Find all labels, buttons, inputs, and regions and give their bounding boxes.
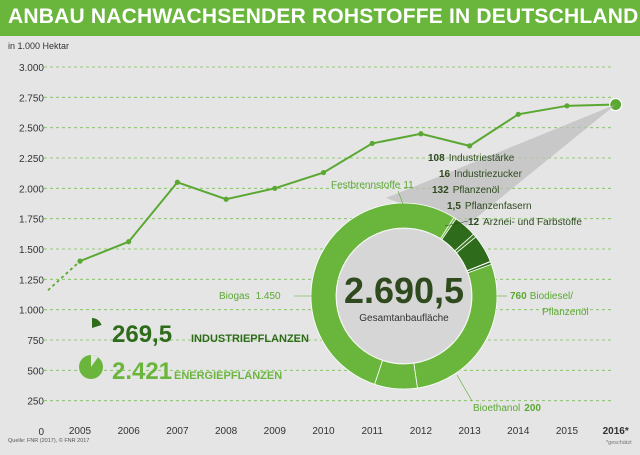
source-note: Quelle: FNR (2017), © FNR 2017 <box>8 438 90 444</box>
donut-slice <box>466 261 492 274</box>
donut-label-name: Biodiesel/ <box>530 291 574 302</box>
y-tick-label: 1.250 <box>19 275 44 286</box>
line-point <box>126 239 132 245</box>
donut-label-value: 108 <box>428 153 445 164</box>
x-tick-label: 2006 <box>118 426 141 437</box>
footnote: *geschätzt <box>606 440 632 446</box>
x-tick-label: 2015 <box>556 426 579 437</box>
chart-title: ANBAU NACHWACHSENDER ROHSTOFFE IN DEUTSC… <box>8 5 639 28</box>
y-tick-label: 3.000 <box>19 63 44 74</box>
y-tick-label: 2.500 <box>19 124 44 135</box>
line-point <box>272 185 278 191</box>
x-tick-label: 2009 <box>264 426 287 437</box>
donut-label: 1,5 Pflanzenfasern <box>447 201 532 212</box>
donut-hole <box>337 229 471 363</box>
x-tick-label: 2010 <box>312 426 335 437</box>
x-tick-label: 2012 <box>410 426 433 437</box>
leader-line <box>397 190 404 205</box>
y-axis-unit-label: in 1.000 Hektar <box>8 41 70 51</box>
donut-label-value: 1.450 <box>256 291 281 302</box>
y-tick-label: 2.750 <box>19 93 44 104</box>
donut-label-name: Industriestärke <box>449 153 515 164</box>
industry-value: 269,5 <box>112 321 172 348</box>
x-tick-label: 2008 <box>215 426 238 437</box>
donut-label-value: 200 <box>524 403 541 414</box>
breakdown-fan-shape <box>386 104 616 226</box>
donut-label-name: Arznei- und Farbstoffe <box>483 217 582 228</box>
y-tick-label: 1.500 <box>19 245 44 256</box>
donut-label-value: 132 <box>432 185 449 196</box>
line-point <box>467 143 473 149</box>
line-extension <box>47 260 81 291</box>
x-tick-label: 2007 <box>166 426 189 437</box>
donut-label: Biogas 1.450 <box>219 291 281 302</box>
donut-label-value: 12 <box>468 217 480 228</box>
donut-label: Festbrennstoffe 11 <box>331 180 414 191</box>
x-tick-label: 2014 <box>507 426 530 437</box>
x-tick-label: 2016* <box>603 426 629 437</box>
y-tick-label: 500 <box>27 366 44 377</box>
donut-label: 16 Industriezucker <box>439 169 523 180</box>
x-tick-label: 2005 <box>69 426 92 437</box>
line-point <box>515 111 521 117</box>
grid-lines <box>44 66 612 402</box>
line-point <box>320 169 327 176</box>
energy-value: 2.421 <box>112 358 172 385</box>
x-tick-labels: 2005 2006 2007 2008 2009 2010 2011 2012 2013 2014… <box>69 426 629 437</box>
y-tick-label: 750 <box>27 336 44 347</box>
y-tick-labels: 0 250 500 750 1.000 1.250 1.500 1.750 2.000 2.250… <box>19 63 44 438</box>
donut-slice <box>310 202 455 385</box>
donut-label-name: Biogas <box>219 291 250 302</box>
y-tick-label: 2.000 <box>19 184 44 195</box>
leader-line <box>444 220 469 227</box>
energy-pie-icon <box>79 355 103 379</box>
donut-label-value: 1,5 <box>447 201 461 212</box>
breakdown-fan <box>386 104 616 226</box>
y-tick-label: 250 <box>27 397 44 408</box>
y-tick-label: 0 <box>38 427 44 438</box>
donut-label-name: Pflanzenöl <box>453 185 500 196</box>
donut-label-name: Festbrennstoffe <box>331 180 401 191</box>
line-series <box>47 97 623 291</box>
summary-legend: 269,5 INDUSTRIEPFLANZEN 2.421 ENERGIEPFL… <box>79 318 309 385</box>
line-point <box>564 103 570 109</box>
donut-total-label: Gesamtanbaufläche <box>359 313 449 324</box>
line-point <box>174 179 180 185</box>
donut-label: 108 Industriestärke <box>428 153 515 164</box>
energy-label: ENERGIEPFLANZEN <box>174 370 282 382</box>
donut-label: Bioethanol 200 <box>473 403 541 414</box>
donut-center: 2.690,5 Gesamtanbaufläche <box>344 270 464 324</box>
line-point <box>223 196 229 202</box>
donut-label-value: 16 <box>439 169 451 180</box>
donut-label-name: Bioethanol <box>473 403 520 414</box>
line-point <box>369 140 375 147</box>
donut-label-name: Pflanzenfasern <box>465 201 532 212</box>
donut-label: 760 Biodiesel/ <box>510 291 573 302</box>
line-point <box>77 258 83 264</box>
leader-line <box>456 374 473 402</box>
donut-chart <box>310 202 498 390</box>
donut-label: 12 Arznei- und Farbstoffe <box>468 217 582 228</box>
donut-label-value: 760 <box>510 291 527 302</box>
donut-label: 132 Pflanzenöl <box>432 185 499 196</box>
donut-label: Pflanzenöl <box>542 307 589 318</box>
y-tick-label: 1.750 <box>19 215 44 226</box>
industry-pie-icon <box>92 318 102 328</box>
title-band <box>0 0 640 36</box>
donut-total: 2.690,5 <box>344 270 464 311</box>
line-point <box>418 131 424 137</box>
x-tick-label: 2013 <box>458 426 481 437</box>
x-tick-label: 2011 <box>361 426 383 437</box>
donut-labels: 108 Industriestärke 16 Industriezucker 132 Pf… <box>219 153 589 414</box>
donut-label-value: 11 <box>403 180 414 191</box>
line-path <box>79 103 616 263</box>
y-tick-label: 2.250 <box>19 154 44 165</box>
industry-label: INDUSTRIEPFLANZEN <box>191 333 309 345</box>
donut-label-name: Industriezucker <box>454 169 522 180</box>
y-tick-label: 1.000 <box>19 306 44 317</box>
